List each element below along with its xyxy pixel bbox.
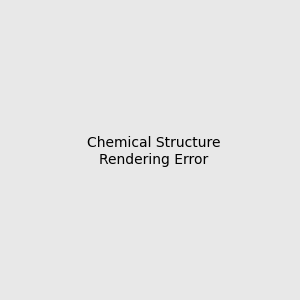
Text: Chemical Structure
Rendering Error: Chemical Structure Rendering Error bbox=[87, 136, 220, 166]
